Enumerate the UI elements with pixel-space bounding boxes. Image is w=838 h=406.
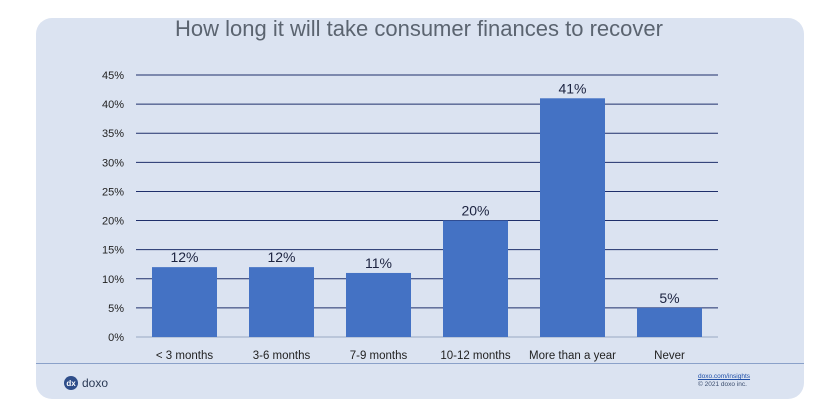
copyright-text: © 2021 doxo inc. bbox=[698, 381, 747, 388]
y-tick-label: 40% bbox=[102, 99, 124, 111]
data-label: 41% bbox=[558, 80, 586, 96]
x-tick-label: 7-9 months bbox=[350, 350, 408, 362]
y-tick-label: 10% bbox=[102, 274, 124, 286]
insights-link[interactable]: doxo.com/insights bbox=[698, 373, 751, 380]
doxo-logo-icon: dx bbox=[64, 376, 78, 390]
y-tick-label: 25% bbox=[102, 186, 124, 198]
footer-divider bbox=[36, 363, 804, 364]
bar bbox=[443, 220, 508, 337]
logo-text: doxo bbox=[82, 376, 109, 390]
bar bbox=[152, 267, 217, 337]
y-tick-label: 0% bbox=[108, 332, 124, 344]
chart-title: How long it will take consumer finances … bbox=[175, 16, 663, 41]
bar bbox=[249, 267, 314, 337]
x-tick-label: 3-6 months bbox=[253, 350, 311, 362]
y-tick-label: 5% bbox=[108, 303, 124, 315]
data-label: 12% bbox=[267, 249, 295, 265]
footer-credit: doxo.com/insights © 2021 doxo inc. bbox=[698, 373, 750, 389]
bar bbox=[346, 272, 411, 337]
x-tick-label: Never bbox=[654, 350, 685, 362]
y-tick-label: 20% bbox=[102, 216, 124, 228]
data-label: 11% bbox=[365, 255, 392, 271]
x-tick-label: < 3 months bbox=[156, 350, 213, 362]
x-tick-label: More than a year bbox=[529, 350, 616, 362]
doxo-logo: dx doxo bbox=[64, 376, 108, 390]
data-label: 12% bbox=[170, 249, 198, 265]
bar bbox=[637, 307, 702, 337]
x-tick-label: 10-12 months bbox=[440, 350, 511, 362]
y-tick-label: 15% bbox=[102, 245, 124, 257]
data-label: 20% bbox=[461, 203, 489, 219]
bar bbox=[540, 98, 605, 338]
y-tick-label: 45% bbox=[102, 70, 124, 82]
y-tick-label: 35% bbox=[102, 128, 124, 140]
data-label: 5% bbox=[659, 290, 679, 306]
y-tick-label: 30% bbox=[102, 157, 124, 169]
